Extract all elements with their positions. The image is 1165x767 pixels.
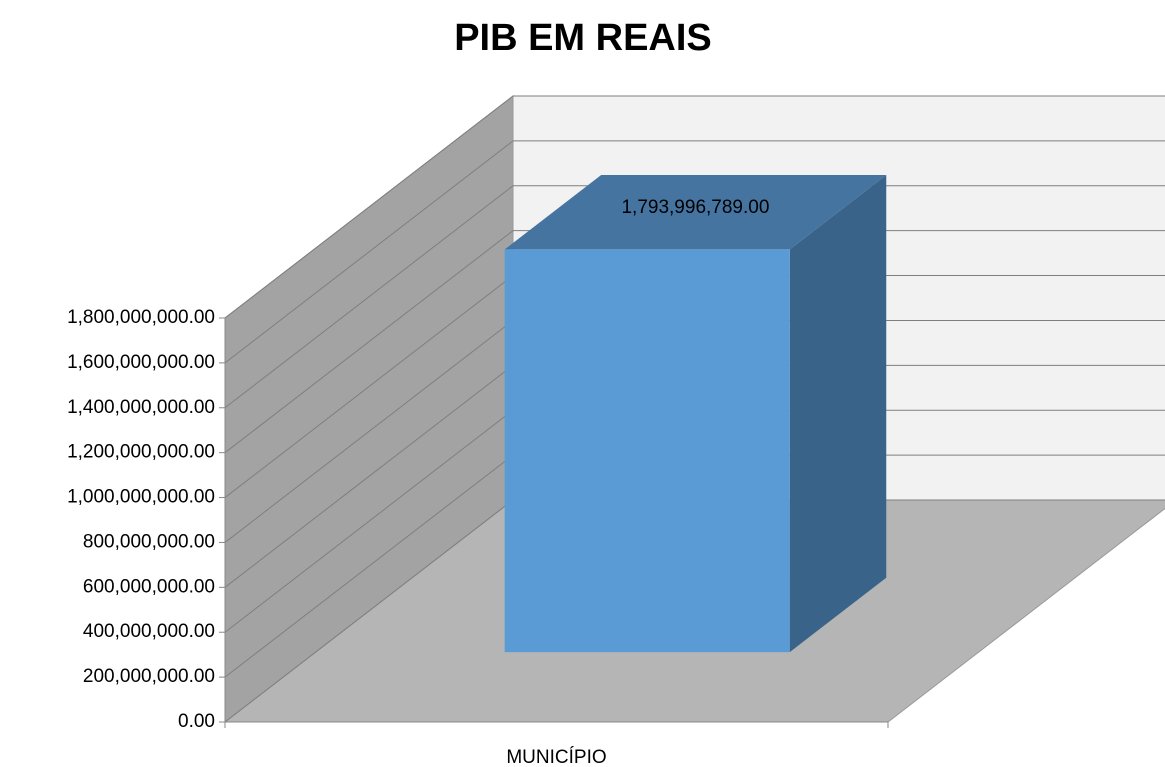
y-tick-label: 1,800,000,000.00 [67,307,215,328]
bar-side [789,175,887,653]
grid-line [224,230,1165,454]
chart-title: PIB EM REAIS [454,17,712,59]
bar-top [504,175,887,250]
y-tick-label: 0.00 [178,711,215,732]
y-tick-label: 600,000,000.00 [83,576,215,597]
bar [504,249,790,653]
y-tick-label: 1,000,000,000.00 [67,487,215,508]
y-tick-label: 1,200,000,000.00 [67,442,215,463]
y-tick-label: 1,600,000,000.00 [67,352,215,373]
grid-line [224,140,1165,364]
y-tick-label: 800,000,000.00 [83,531,215,552]
y-tick-label: 1,400,000,000.00 [67,397,215,418]
grid-line [224,185,1165,409]
y-tick-label: 400,000,000.00 [83,621,215,642]
data-label: 1,793,996,789.00 [621,197,769,218]
grid-line [224,95,1165,319]
y-tick-label: 200,000,000.00 [83,666,215,687]
x-tick-label: MUNICÍPIO [506,747,606,767]
